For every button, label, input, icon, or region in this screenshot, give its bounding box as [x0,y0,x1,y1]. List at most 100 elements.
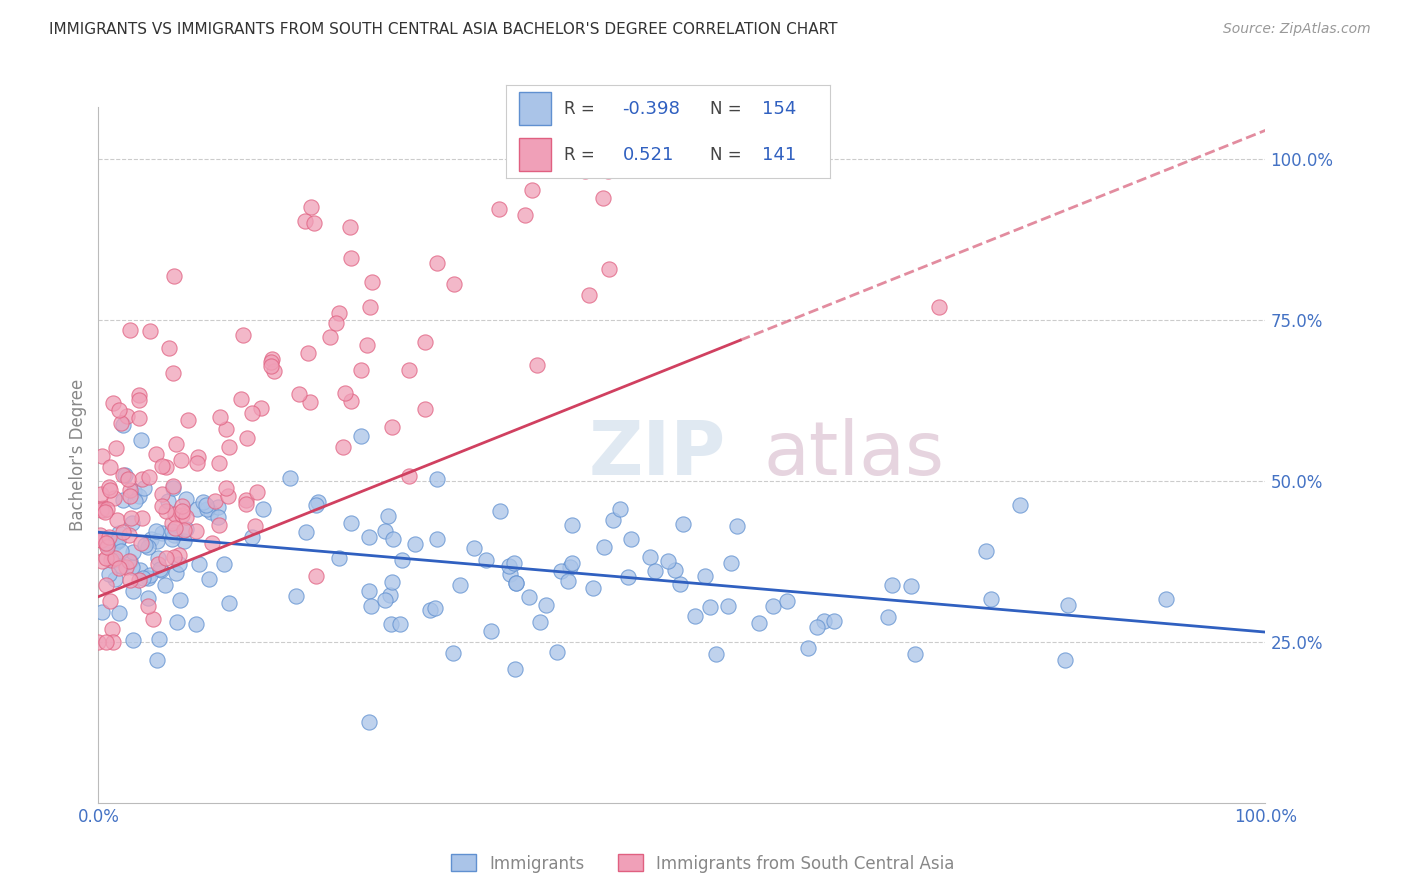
Text: Source: ZipAtlas.com: Source: ZipAtlas.com [1223,22,1371,37]
Point [644,565,666,579]
Point [128,573,150,587]
Point [381,420,404,434]
Point [260,351,283,366]
Point [128,388,150,402]
Point [104,441,127,455]
Point [278,471,301,485]
Point [91,606,114,620]
Point [443,277,465,291]
Point [148,632,170,647]
Point [160,516,183,531]
Point [215,422,238,436]
Point [374,524,396,539]
Point [380,588,402,602]
Point [165,508,187,522]
Point [193,495,215,509]
Point [380,617,402,632]
Point [415,334,437,349]
Point [157,341,180,355]
Point [165,436,187,450]
Point [97,532,120,546]
Point [260,354,283,368]
Point [357,530,380,544]
Point [138,599,160,614]
Point [232,327,254,342]
Point [91,500,114,515]
Text: atlas: atlas [763,418,945,491]
Point [413,401,436,416]
Point [162,366,184,380]
Point [288,386,311,401]
Point [176,510,198,524]
Point [877,609,900,624]
Point [389,617,412,632]
Point [118,483,141,497]
Point [598,261,620,276]
Point [235,493,257,508]
Point [169,592,191,607]
Point [882,578,904,592]
Text: N =: N = [710,145,747,163]
Point [488,504,510,518]
Point [101,396,124,410]
Point [294,213,316,227]
Point [209,410,232,425]
Point [138,469,160,483]
Point [96,634,118,648]
Point [170,508,193,522]
Point [163,550,186,565]
Point [592,191,614,205]
Point [904,647,927,661]
Point [229,392,252,406]
Point [121,560,143,574]
Point [94,578,117,592]
Point [129,563,152,577]
Point [165,566,187,581]
Point [132,571,155,585]
Point [602,512,624,526]
Point [118,489,141,503]
Point [150,525,173,540]
Point [157,494,180,508]
Point [139,324,162,338]
Point [134,538,156,552]
Point [145,533,167,548]
Point [357,714,380,729]
Point [263,364,285,378]
Point [481,624,503,639]
Point [121,516,143,530]
Point [325,317,347,331]
Point [150,487,173,501]
Point [118,554,141,568]
Point [328,306,350,320]
Point [89,528,111,542]
Point [245,484,267,499]
Point [153,578,176,592]
Point [503,556,526,570]
Point [534,599,557,613]
Point [163,527,186,541]
Point [561,556,583,570]
Point [131,472,153,486]
Point [505,576,527,591]
Point [683,609,706,624]
Point [91,554,114,568]
Point [98,530,121,544]
Point [260,359,283,374]
Point [426,256,449,270]
Point [557,574,579,588]
Point [900,579,922,593]
Point [218,596,240,610]
Point [90,533,112,547]
Point [529,615,551,630]
Point [928,300,950,314]
Point [245,519,267,533]
Point [423,600,446,615]
Point [90,503,112,517]
Point [813,614,835,628]
Point [488,202,510,216]
Text: R =: R = [564,145,600,163]
Point [526,359,548,373]
Point [198,572,221,586]
Point [381,575,404,590]
